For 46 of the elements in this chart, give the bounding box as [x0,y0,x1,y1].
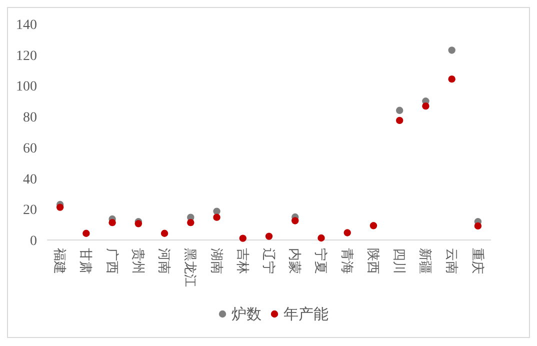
y-tick-label: 60 [23,141,37,156]
point [396,116,404,124]
point [82,230,90,237]
point [318,234,325,242]
point [108,218,116,226]
point [239,234,246,242]
x-tick-label: 贵州 [130,248,146,274]
point [474,222,482,230]
point [265,232,273,240]
x-tick-label: 河南 [157,248,172,274]
x-tick-label: 黑龙江 [183,248,198,287]
point [292,217,299,224]
x-tick-label: 四川 [392,248,408,274]
x-tick-label: 福建 [52,248,68,274]
point [396,106,404,114]
point [56,204,64,211]
x-tick-label: 重庆 [470,248,486,274]
point [187,218,194,226]
x-tick-label: 新疆 [418,248,434,274]
y-tick-label: 140 [16,18,37,33]
x-tick-label: 湖南 [209,248,224,274]
legend-label: 炉数 [232,306,262,323]
y-tick-label: 120 [16,48,37,64]
x-tick-label: 广西 [104,248,120,274]
point [160,230,168,237]
x-tick-label: 甘肃 [78,248,94,274]
legend-label: 年产能 [284,306,328,323]
x-tick-label: 内蒙 [288,248,303,274]
point [448,46,456,54]
y-tick-label: 100 [16,80,37,95]
y-tick-label: 80 [23,110,37,126]
point [213,214,220,221]
point [213,208,220,215]
point [448,75,456,83]
x-tick-label: 陕西 [366,248,381,274]
y-tick-label: 20 [23,203,37,218]
x-tick-label: 宁夏 [314,248,329,274]
x-tick-label: 青海 [340,248,355,274]
x-tick-label: 云南 [444,248,460,274]
point [370,222,378,230]
x-tick-label: 辽宁 [262,248,276,274]
point [422,102,430,110]
y-tick-label: 0 [30,234,37,249]
x-tick-label: 吉林 [235,248,250,274]
y-tick-label: 40 [23,172,37,188]
point [344,229,351,236]
